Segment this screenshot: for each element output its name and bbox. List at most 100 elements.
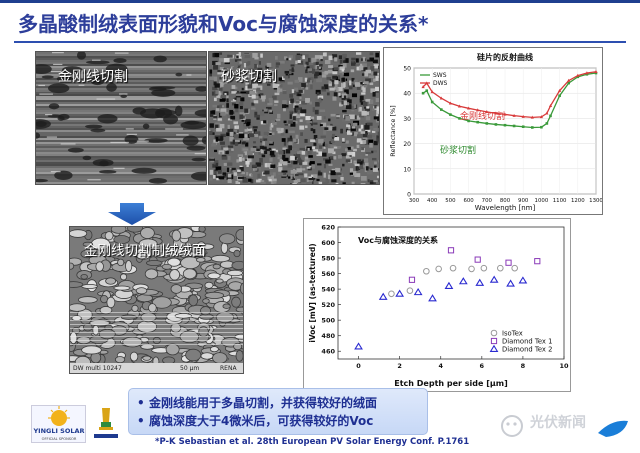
x-tick-label: 700 [482, 198, 493, 204]
bullet-dot-icon: • [137, 396, 145, 410]
x-axis-label: Wavelength [nm] [475, 204, 536, 212]
data-point [548, 104, 553, 107]
slide-title: 多晶酸制绒表面形貌和Voc与腐蚀深度的关系* [18, 12, 429, 36]
voc-chart: Voc与腐蚀深度的关系 460 480 500 520 540 560 580 600 620 0 2… [303, 218, 571, 392]
legend-label: DWS [433, 80, 448, 87]
data-point [594, 71, 598, 75]
y-tick-label: 460 [321, 348, 335, 356]
y-axis-label: iVoc [mV] (as-textured) [308, 243, 317, 342]
y-tick-label: 620 [321, 224, 335, 232]
x-axis-label: Etch Depth per side [µm] [394, 379, 507, 388]
data-point [521, 114, 525, 118]
legend-marker [489, 344, 499, 352]
y-tick-label: 50 [403, 66, 411, 73]
series-line [422, 71, 597, 119]
data-point [440, 108, 443, 111]
y-tick-label: 30 [403, 116, 411, 123]
data-point [421, 85, 425, 89]
slurry-texture [209, 52, 379, 184]
x-tick-label: 0 [356, 362, 361, 370]
data-point [474, 256, 481, 263]
bullet-dot-icon: • [137, 414, 145, 428]
legend-label: SWS [433, 72, 447, 79]
x-tick-label: 900 [518, 198, 529, 204]
x-tick-label: 4 [438, 362, 443, 370]
sem-info-scale: 50 µm [180, 365, 200, 372]
diamond-wire-label: 金刚线切割 [58, 69, 128, 85]
plot-area [337, 226, 565, 360]
down-arrow-icon [108, 203, 156, 225]
data-point [585, 71, 589, 75]
data-point [567, 78, 571, 82]
data-point [511, 264, 518, 272]
x-tick-label: 10 [559, 362, 569, 370]
x-tick-label: 1000 [535, 198, 549, 204]
data-point [476, 108, 480, 112]
y-tick-label: 540 [321, 286, 335, 294]
data-point [497, 264, 504, 272]
data-point [518, 276, 528, 284]
x-tick-label: 2 [397, 362, 402, 370]
data-point [430, 100, 434, 104]
x-tick-label: 8 [521, 362, 526, 370]
y-tick-label: 600 [321, 239, 335, 247]
legend-label: IsoTex [502, 330, 523, 338]
top-bar [0, 0, 640, 3]
x-tick-label: 800 [500, 198, 511, 204]
data-point [567, 81, 570, 85]
data-point [539, 115, 543, 119]
data-point [435, 265, 442, 273]
y-tick-label: 480 [321, 332, 335, 340]
y-tick-label: 40 [403, 91, 411, 98]
data-point [457, 104, 462, 108]
sem-info-right: RENA [220, 365, 237, 372]
data-point [354, 342, 363, 350]
data-point [468, 265, 475, 273]
textured-texture [70, 227, 243, 369]
chart-title: 硅片的反射曲线 [477, 52, 533, 62]
data-point [503, 112, 507, 116]
data-point [449, 264, 457, 272]
data-point [585, 73, 589, 76]
data-point [458, 117, 461, 120]
y-tick-label: 580 [321, 255, 335, 263]
diamond-wire-photo: 金刚线切割 [35, 51, 207, 185]
y-tick-label: 560 [321, 270, 335, 278]
annotation-sws: 砂浆切割 [440, 144, 476, 156]
data-point [406, 287, 414, 294]
data-point [505, 259, 512, 266]
data-point [467, 119, 470, 123]
data-point [430, 90, 434, 94]
data-point [428, 294, 437, 302]
y-tick-label: 0 [407, 192, 411, 199]
data-point [480, 264, 488, 272]
x-tick-label: 600 [463, 198, 474, 204]
sun-logo-icon: YINGLI SOLAR OFFICIAL SPONSOR [32, 406, 85, 441]
y-tick-label: 20 [403, 141, 411, 148]
slurry-label: 砂浆切割 [221, 69, 277, 85]
x-tick-label: 500 [445, 198, 456, 204]
watermark-text: 光伏新闻 [530, 415, 586, 431]
yingli-logo: YINGLI SOLAR OFFICIAL SPONSOR [31, 405, 86, 443]
conclusion-box: • 金刚线能用于多晶切割，并获得较好的绒面 • 腐蚀深度大于4微米后，可获得较好的V… [128, 388, 428, 435]
x-tick-label: 1200 [571, 198, 585, 204]
data-point [448, 101, 452, 105]
data-point [388, 290, 395, 298]
y-tick-label: 500 [321, 317, 335, 325]
data-point [444, 281, 454, 289]
data-point [458, 277, 468, 285]
y-tick-label: 10 [403, 166, 411, 173]
data-point [447, 247, 455, 254]
data-point [467, 106, 471, 110]
data-point [425, 89, 429, 92]
data-point [512, 113, 516, 117]
bullet-item: • 腐蚀深度大于4微米后，可获得较好的Voc [137, 412, 419, 430]
voc-chart-svg: Voc与腐蚀深度的关系 460 480 500 520 540 560 580 600 620 0 2… [308, 224, 569, 389]
citation: *P-K Sebastian et al. 28th European PV S… [155, 437, 470, 447]
data-point [558, 94, 561, 98]
x-tick-label: 6 [480, 362, 485, 370]
data-point [449, 113, 452, 116]
y-tick-label: 520 [321, 301, 335, 309]
data-point [530, 115, 534, 119]
data-point [540, 125, 543, 129]
